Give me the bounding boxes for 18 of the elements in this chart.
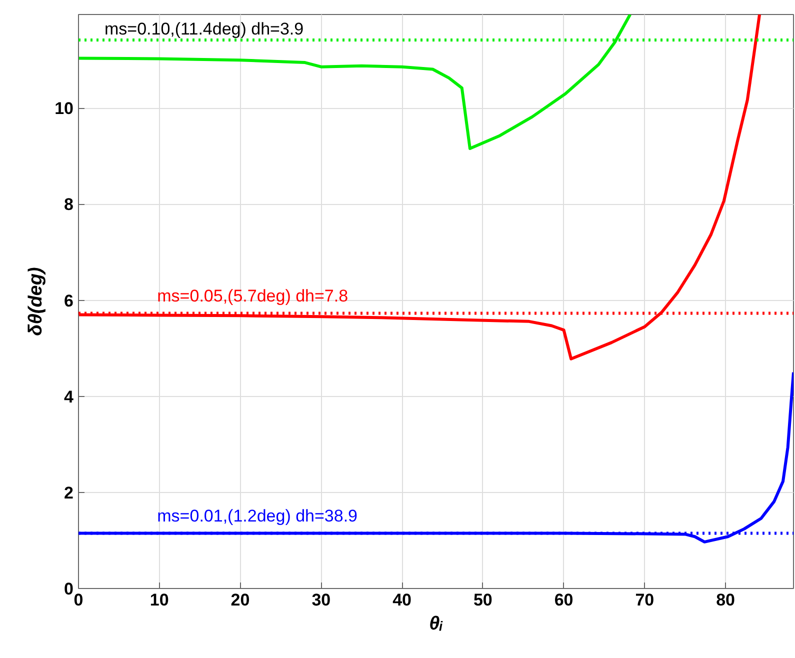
y-tick-label: 8 [64,195,74,214]
x-tick-label: 60 [554,590,574,610]
y-tick-label: 4 [64,387,74,406]
x-tick-label: 20 [230,590,250,610]
x-tick-label: 50 [473,590,492,610]
ref-line-label: ms=0.05,(5.7deg) dh=7.8 [157,286,348,306]
x-axis-title: θᵢ [429,614,444,634]
annotation: ms=0.10,(11.4deg) dh=3.9 [104,20,304,38]
x-tick-label: 70 [635,590,654,610]
x-tick-label: 40 [392,590,412,610]
y-axis-title: δθ(deg) [26,267,47,336]
ref-line-label: ms=0.01,(1.2deg) dh=38.9 [157,506,358,526]
x-tick-label: 10 [150,590,169,610]
x-tick-label: 30 [312,590,331,610]
y-tick-label: 6 [64,291,74,310]
y-tick-label: 2 [64,483,74,502]
y-tick-label: 10 [54,99,74,118]
x-tick-label: 80 [716,590,736,610]
